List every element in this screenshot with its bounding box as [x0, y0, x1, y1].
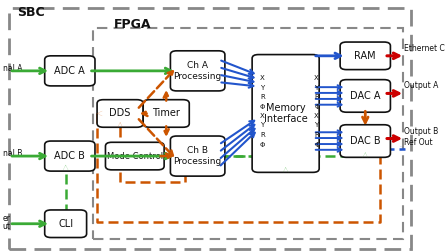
Text: Φ: Φ — [314, 142, 319, 147]
FancyBboxPatch shape — [45, 56, 95, 86]
Text: Ref Out: Ref Out — [404, 138, 432, 147]
Text: FPGA: FPGA — [114, 18, 151, 31]
Text: Memory
Interface: Memory Interface — [264, 103, 307, 124]
FancyBboxPatch shape — [45, 141, 95, 171]
FancyBboxPatch shape — [143, 100, 189, 127]
FancyBboxPatch shape — [340, 125, 390, 157]
Text: Φ: Φ — [260, 142, 266, 147]
Text: X: X — [260, 75, 265, 81]
Text: nal B: nal B — [3, 149, 22, 158]
Text: RAM: RAM — [354, 51, 376, 61]
Text: Output A: Output A — [404, 81, 438, 90]
FancyBboxPatch shape — [97, 100, 143, 127]
Text: ut: ut — [3, 222, 11, 231]
Text: DAC B: DAC B — [350, 136, 381, 146]
Text: Φ: Φ — [314, 104, 319, 110]
FancyBboxPatch shape — [105, 142, 164, 170]
FancyBboxPatch shape — [170, 136, 225, 176]
Text: X: X — [314, 113, 319, 119]
FancyBboxPatch shape — [340, 42, 390, 70]
Text: X: X — [314, 75, 319, 81]
Text: Y: Y — [314, 122, 319, 129]
Text: DAC A: DAC A — [350, 91, 380, 101]
Text: Ethernet C: Ethernet C — [404, 44, 444, 53]
FancyBboxPatch shape — [45, 210, 86, 238]
Text: ADC A: ADC A — [55, 66, 85, 76]
Text: CLI: CLI — [58, 219, 73, 229]
Text: Mode Control: Mode Control — [107, 151, 163, 161]
Text: nal A: nal A — [3, 64, 22, 73]
Text: Ch A
Processing: Ch A Processing — [173, 61, 222, 81]
FancyBboxPatch shape — [340, 80, 390, 112]
Text: er: er — [3, 214, 11, 223]
Text: ADC B: ADC B — [54, 151, 85, 161]
FancyBboxPatch shape — [252, 55, 319, 172]
Text: X: X — [260, 113, 265, 119]
Text: Φ: Φ — [260, 104, 266, 110]
Text: Output B: Output B — [404, 127, 438, 136]
Text: Y: Y — [314, 85, 319, 91]
Text: R: R — [260, 94, 265, 101]
Text: Ch B
Processing: Ch B Processing — [173, 146, 222, 166]
Text: R: R — [260, 132, 265, 138]
Text: Y: Y — [260, 122, 264, 129]
FancyBboxPatch shape — [170, 51, 225, 91]
Text: DDS: DDS — [109, 108, 131, 118]
Text: R: R — [314, 94, 319, 101]
Text: Timer: Timer — [152, 108, 180, 118]
Text: R: R — [314, 132, 319, 138]
Text: SBC: SBC — [17, 6, 45, 19]
Text: Y: Y — [260, 85, 264, 91]
